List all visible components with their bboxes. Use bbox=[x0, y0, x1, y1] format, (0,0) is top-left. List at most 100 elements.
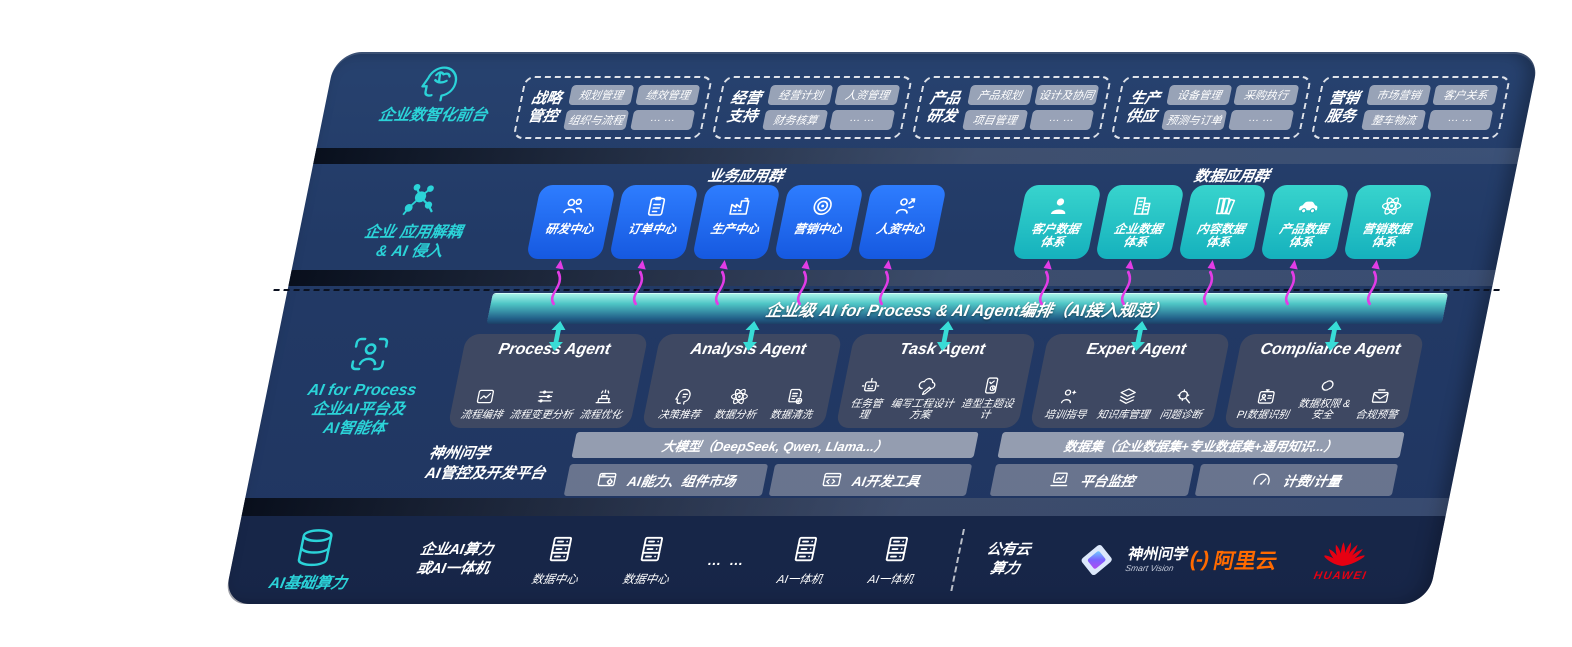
front-chip: 绩效管理 bbox=[634, 85, 701, 105]
gauge-icon bbox=[1249, 469, 1275, 491]
data-apps-header: 数据应用群 bbox=[1192, 168, 1271, 185]
sliders-icon bbox=[532, 386, 557, 407]
front-group-strategy: 战略 管控 规划管理 绩效管理 组织与流程 … … bbox=[512, 76, 714, 139]
cell-ai-devtools: AI开发工具 bbox=[768, 464, 973, 496]
alert-mail-icon bbox=[1367, 386, 1392, 407]
compute-label: 企业AI算力 或AI一体机 bbox=[414, 542, 495, 577]
front-chip: 采购执行 bbox=[1233, 85, 1299, 105]
layer-divider bbox=[313, 148, 1521, 164]
team-icon bbox=[560, 194, 589, 218]
front-chip: 市场营销 bbox=[1365, 85, 1432, 105]
apps-side-label: 企业 应用解耦 & AI 侵入 bbox=[323, 179, 508, 262]
cloud-pen-icon bbox=[914, 375, 939, 396]
agent-item: 数据权限 & 安全 bbox=[1295, 375, 1357, 422]
car-icon bbox=[1294, 194, 1323, 218]
front-chip: … … bbox=[1427, 110, 1494, 130]
platform-model-half: 大模型（DeepSeek, Qwen, Llama...） AI能力、组件市场 … bbox=[563, 432, 979, 496]
data-apps: 客户数据 体系 企业数据 体系 内容数据 体系 产品数据 体系 营销数据 体系 bbox=[1011, 185, 1433, 259]
person-icon bbox=[1046, 194, 1075, 218]
front-groups: 战略 管控 规划管理 绩效管理 组织与流程 … … 经营 支持 经营计划 人资管… bbox=[510, 56, 1515, 148]
front-chip: 预测与订单 bbox=[1161, 110, 1228, 130]
huawei-logo-icon bbox=[1322, 538, 1368, 568]
building-icon bbox=[1128, 194, 1157, 218]
appbox-marketing-center: 营销中心 bbox=[774, 185, 865, 259]
id-card-icon bbox=[1254, 386, 1279, 407]
robot-icon bbox=[858, 375, 883, 396]
cell-billing: 计费/计量 bbox=[1194, 464, 1399, 496]
shenzhou-logo-icon bbox=[1072, 539, 1123, 581]
front-group-product: 产品 研发 产品规划 设计及协同 项目管理 … … bbox=[911, 76, 1113, 139]
agent-item: 流程优化 bbox=[578, 386, 627, 422]
layers-icon bbox=[1114, 386, 1139, 407]
front-chip: 财务核算 bbox=[762, 110, 829, 130]
agent-item: 编写工程设计方案 bbox=[883, 375, 965, 422]
front-chip: 人资管理 bbox=[834, 85, 901, 105]
front-chip: … … bbox=[629, 110, 696, 130]
diagnose-icon bbox=[1172, 386, 1197, 407]
agent-item: 决策推荐 bbox=[657, 386, 706, 422]
factory-icon bbox=[725, 194, 754, 218]
database-icon bbox=[289, 526, 342, 570]
appbox-content-data: 内容数据 体系 bbox=[1177, 185, 1268, 259]
rings-icon bbox=[1315, 375, 1340, 396]
front-chip: 经营计划 bbox=[767, 85, 834, 105]
front-layer: 企业数智化前台 战略 管控 规划管理 绩效管理 组织与流程 … … 经营 支持 … bbox=[342, 56, 1515, 148]
group-label: 经营 支持 bbox=[725, 90, 763, 125]
front-layer-label: 企业数智化前台 bbox=[377, 107, 490, 124]
flow-icon bbox=[473, 386, 498, 407]
agent-item: 流程编排 bbox=[459, 386, 508, 422]
front-chip: 产品规划 bbox=[967, 85, 1033, 105]
infra-layer: AI基础算力 企业AI算力 或AI一体机 数据中心 数据中心 … … AI一体机 bbox=[223, 516, 1446, 604]
person-growth-icon bbox=[891, 194, 920, 218]
target-icon bbox=[808, 194, 837, 218]
front-chip: 整车物流 bbox=[1360, 110, 1427, 130]
front-chip: 设计及协同 bbox=[1033, 85, 1100, 105]
front-chip: 客户关系 bbox=[1432, 85, 1499, 105]
infra-ellipsis: … … bbox=[706, 552, 748, 568]
public-cloud-label: 公有云 算力 bbox=[985, 542, 1033, 577]
group-label: 战略 管控 bbox=[526, 90, 564, 125]
server-icon bbox=[879, 534, 915, 564]
apps-layer-label: 企业 应用解耦 & AI 侵入 bbox=[362, 224, 464, 261]
apps-layer: 企业 应用解耦 & AI 侵入 业务应用群 研发中心 订单中心 生产中心 bbox=[288, 165, 1517, 287]
front-side-label: 企业数智化前台 bbox=[342, 56, 529, 148]
node-ai-appliance-2: AI一体机 bbox=[851, 516, 939, 604]
front-chip: 项目管理 bbox=[961, 110, 1028, 130]
infra-side-label: AI基础算力 bbox=[234, 516, 392, 604]
dataset-bar: 数据集（企业数据集+专业数据集+通用知识...） bbox=[997, 432, 1405, 458]
business-apps: 研发中心 订单中心 生产中心 营销中心 人资中心 bbox=[525, 185, 947, 259]
books-icon bbox=[1211, 194, 1240, 218]
public-cloud-label-wrap: 公有云 算力 bbox=[953, 516, 1061, 604]
platform-dataset-half: 数据集（企业数据集+专业数据集+通用知识...） 平台监控 计费/计量 bbox=[989, 432, 1405, 496]
tablet-check-icon bbox=[979, 375, 1004, 396]
vendor-huawei: HUAWEI bbox=[1290, 516, 1398, 604]
front-chip: … … bbox=[1028, 110, 1095, 130]
agents-side-label: AI for Process 企业AI平台及 AI智能体 bbox=[277, 334, 448, 439]
group-label: 生产 供应 bbox=[1124, 90, 1162, 125]
doc-clean-icon bbox=[782, 386, 807, 407]
brain-head-icon bbox=[412, 60, 467, 106]
server-icon bbox=[788, 534, 824, 564]
compute-label-wrap: 企业AI算力 或AI一体机 bbox=[376, 516, 534, 604]
agent-item: 流程变更分析 bbox=[508, 386, 578, 422]
layer-divider bbox=[241, 498, 1450, 516]
banner-title: 企业级 AI for Process & AI Agent编排（AI接入规范） bbox=[763, 302, 1170, 320]
platform-grid: 大模型（DeepSeek, Qwen, Llama...） AI能力、组件市场 … bbox=[563, 432, 1405, 496]
appbox-product-data: 产品数据 体系 bbox=[1260, 185, 1351, 259]
atom-icon bbox=[1377, 194, 1406, 218]
group-label: 营销 服务 bbox=[1323, 90, 1361, 125]
front-chip: 设备管理 bbox=[1166, 85, 1233, 105]
platform-layer: 神州问学 AI管控及开发平台 大模型（DeepSeek, Qwen, Llama… bbox=[246, 432, 1463, 496]
aliyun-logo-icon: (-) bbox=[1187, 548, 1211, 571]
atom-icon bbox=[726, 386, 751, 407]
server-icon bbox=[634, 534, 670, 564]
training-icon bbox=[1056, 386, 1081, 407]
person-scan-icon bbox=[345, 334, 393, 374]
cell-ai-marketplace: AI能力、组件市场 bbox=[563, 464, 768, 496]
appbox-marketing-data: 营销数据 体系 bbox=[1343, 185, 1433, 259]
molecule-icon bbox=[393, 179, 446, 223]
optimize-icon bbox=[592, 386, 617, 407]
business-apps-header: 业务应用群 bbox=[706, 168, 785, 185]
node-ai-appliance-1: AI一体机 bbox=[760, 516, 848, 604]
agent-item: PI数据识别 bbox=[1235, 386, 1294, 422]
